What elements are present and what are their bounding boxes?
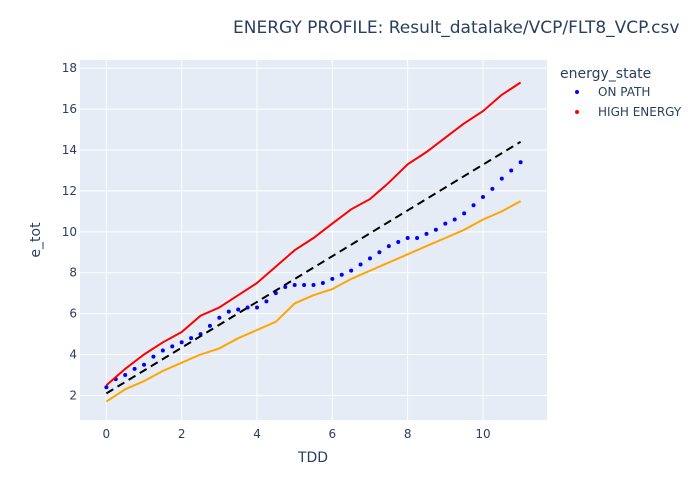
- point-on-path: [217, 315, 222, 320]
- point-on-path: [142, 362, 147, 367]
- y-tick-label: 4: [69, 348, 77, 362]
- point-on-path: [311, 283, 316, 287]
- point-on-path: [320, 280, 325, 285]
- point-on-path: [452, 217, 457, 222]
- y-tick-label: 8: [69, 266, 77, 280]
- point-on-path: [471, 203, 476, 208]
- point-on-path: [424, 231, 429, 236]
- x-tick-label: 4: [253, 427, 261, 441]
- point-on-path: [104, 385, 109, 390]
- y-axis-title: e_tot: [28, 222, 44, 258]
- point-on-path: [386, 244, 391, 249]
- point-on-path: [207, 323, 212, 328]
- point-on-path: [123, 373, 128, 377]
- point-on-path: [443, 221, 448, 226]
- legend-label-on-path[interactable]: ON PATH: [598, 85, 650, 99]
- x-axis-title: TDD: [297, 450, 328, 466]
- point-on-path: [132, 366, 137, 371]
- data-series: [104, 81, 523, 403]
- x-tick-label: 6: [329, 427, 337, 441]
- chart-title: ENERGY PROFILE: Result_datalake/VCP/FLT8…: [233, 18, 679, 38]
- point-on-path: [480, 195, 485, 200]
- line-series-3: [105, 200, 522, 403]
- point-on-path: [358, 262, 363, 267]
- x-tick-label: 2: [178, 427, 186, 441]
- point-on-path: [433, 227, 438, 232]
- legend-marker-high-energy: [575, 110, 579, 114]
- point-on-path: [405, 235, 410, 240]
- y-tick-label: 6: [69, 307, 77, 321]
- line-high-energy: [105, 81, 522, 386]
- point-on-path: [415, 235, 420, 240]
- point-on-path: [236, 307, 241, 312]
- y-tick-label: 10: [62, 225, 77, 239]
- point-on-path: [302, 283, 307, 287]
- grid-lines: [80, 60, 547, 420]
- point-on-path: [264, 299, 269, 304]
- point-on-path: [490, 186, 495, 191]
- x-tick-label: 8: [404, 427, 412, 441]
- point-on-path: [255, 305, 260, 310]
- point-on-path: [367, 256, 372, 261]
- point-on-path: [179, 340, 184, 345]
- legend: energy_state ON PATH HIGH ENERGY: [560, 66, 682, 119]
- y-tick-label: 2: [69, 388, 77, 402]
- y-tick-label: 14: [62, 143, 77, 157]
- y-tick-label: 12: [62, 184, 77, 198]
- point-on-path: [396, 240, 401, 245]
- point-on-path: [339, 272, 344, 277]
- point-on-path: [170, 344, 175, 349]
- line-series-2: [105, 140, 522, 395]
- point-on-path: [518, 160, 523, 165]
- point-on-path: [499, 176, 504, 181]
- point-on-path: [509, 168, 514, 173]
- x-tick-label: 0: [103, 427, 111, 441]
- point-on-path: [226, 309, 231, 314]
- x-tick-label: 10: [475, 427, 490, 441]
- point-on-path: [377, 250, 382, 255]
- axis-ticks: 0 2 4 6 8 10 2 4 6 8 10 12 14 16 18: [62, 61, 491, 441]
- point-on-path: [330, 276, 335, 281]
- point-on-path: [151, 354, 156, 359]
- legend-title: energy_state: [560, 66, 651, 82]
- y-tick-label: 18: [62, 61, 77, 75]
- point-on-path: [283, 285, 288, 290]
- point-on-path: [189, 336, 194, 341]
- legend-label-high-energy[interactable]: HIGH ENERGY: [598, 105, 682, 119]
- point-on-path: [160, 348, 165, 353]
- point-on-path: [349, 268, 354, 273]
- point-on-path: [292, 283, 297, 287]
- legend-marker-on-path: [575, 90, 579, 94]
- y-tick-label: 16: [62, 102, 77, 116]
- point-on-path: [462, 211, 467, 216]
